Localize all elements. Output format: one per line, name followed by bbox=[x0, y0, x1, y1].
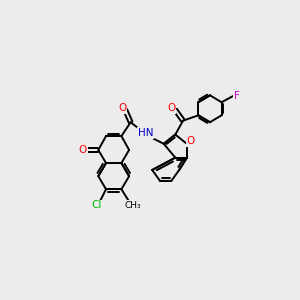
Text: CH₃: CH₃ bbox=[124, 201, 141, 210]
Text: HN: HN bbox=[137, 128, 153, 138]
Text: O: O bbox=[79, 145, 87, 155]
Text: Cl: Cl bbox=[92, 200, 102, 210]
Text: O: O bbox=[187, 136, 195, 146]
Text: O: O bbox=[118, 103, 126, 113]
Text: O: O bbox=[167, 103, 175, 113]
Text: F: F bbox=[234, 91, 240, 101]
